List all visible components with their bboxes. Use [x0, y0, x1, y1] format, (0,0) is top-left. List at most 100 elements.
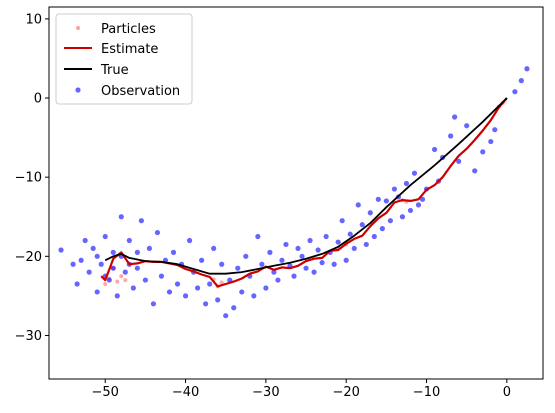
- legend-entry-observation: Observation: [75, 84, 180, 99]
- observation-point-81: [154, 229, 161, 236]
- observation-point-41: [315, 247, 321, 253]
- legend-entry-true: True: [64, 63, 129, 78]
- observation-point-60: [239, 289, 245, 295]
- observation-point-80: [158, 273, 165, 279]
- x-tick-label-2: −30: [252, 385, 279, 400]
- line-series-group: [100, 97, 508, 288]
- observation-point-64: [223, 313, 229, 319]
- observation-point-22: [391, 186, 397, 192]
- observation-point-53: [267, 249, 273, 255]
- observation-point-27: [371, 233, 377, 240]
- observation-point-0: [518, 78, 524, 84]
- x-tick-label-5: 0: [503, 385, 511, 400]
- observation-point-1: [524, 66, 530, 72]
- observation-point-82: [150, 301, 157, 307]
- particle-point-8: [219, 280, 224, 285]
- observation-point-6: [472, 168, 478, 174]
- observation-point-96: [94, 289, 100, 295]
- observation-point-34: [343, 257, 349, 263]
- legend-marker-particles: [76, 26, 80, 30]
- observation-point-42: [311, 269, 317, 275]
- observation-point-97: [90, 245, 96, 252]
- legend-entry-particles: Particles: [76, 22, 156, 37]
- observation-point-71: [195, 285, 201, 291]
- observation-point-92: [110, 249, 116, 255]
- observation-point-10: [448, 133, 454, 139]
- observation-point-50: [279, 257, 285, 263]
- particle-point-0: [115, 279, 120, 284]
- observation-point-107: [134, 249, 140, 255]
- observation-point-28: [367, 210, 373, 216]
- x-tick-label-0: −50: [92, 385, 119, 400]
- legend-box: [55, 13, 193, 105]
- observation-point-37: [331, 261, 337, 267]
- y-tick-label-0: −30: [15, 329, 42, 344]
- observation-point-98: [86, 269, 92, 275]
- observation-point-88: [126, 237, 132, 244]
- observation-point-87: [130, 285, 136, 291]
- y-axis: −30 −20 −10 0 10: [15, 12, 49, 344]
- observation-point-66: [215, 297, 221, 303]
- observation-point-85: [138, 218, 144, 224]
- observation-point-67: [211, 245, 217, 252]
- observation-point-32: [351, 245, 357, 252]
- observation-point-30: [359, 222, 365, 228]
- x-tick-label-4: −10: [413, 385, 440, 400]
- particle-point-2: [103, 282, 108, 287]
- observation-point-99: [82, 237, 88, 244]
- particle-point-4: [123, 278, 128, 283]
- observation-point-95: [98, 261, 104, 267]
- observation-point-20: [399, 214, 406, 220]
- observation-point-24: [383, 198, 389, 204]
- legend-marker-observation: [75, 87, 81, 93]
- observation-point-3: [492, 127, 498, 133]
- observation-point-26: [375, 196, 381, 202]
- observation-point-36: [335, 239, 341, 245]
- observation-point-52: [271, 269, 277, 275]
- observation-point-61: [235, 265, 241, 271]
- observation-point-16: [415, 202, 422, 208]
- observation-point-91: [114, 293, 120, 299]
- legend-label-observation: Observation: [101, 84, 180, 99]
- observation-point-33: [347, 231, 353, 237]
- observation-point-5: [480, 149, 486, 155]
- observation-point-7: [464, 123, 470, 129]
- observation-point-56: [255, 233, 261, 240]
- observation-point-44: [303, 265, 309, 271]
- observation-point-9: [452, 114, 458, 120]
- observation-point-19: [403, 180, 410, 187]
- observation-series: [58, 66, 530, 319]
- observation-point-15: [419, 196, 426, 202]
- observation-point-65: [219, 261, 225, 267]
- observation-point-23: [387, 218, 393, 224]
- observation-point-78: [166, 289, 173, 295]
- observation-point-101: [74, 281, 80, 287]
- observation-point-70: [199, 257, 205, 263]
- legend: Particles Estimate True Observation: [55, 13, 193, 105]
- observation-point-104: [110, 265, 116, 271]
- y-tick-label-4: 10: [25, 12, 42, 27]
- observation-point-84: [142, 277, 148, 283]
- observation-point-31: [355, 202, 361, 208]
- y-tick-label-3: 0: [34, 92, 42, 107]
- observation-point-45: [299, 253, 305, 259]
- observation-point-4: [488, 138, 494, 145]
- observation-point-39: [323, 233, 329, 240]
- observation-point-69: [203, 301, 209, 307]
- x-tick-label-3: −20: [332, 385, 359, 400]
- y-tick-label-2: −10: [15, 171, 42, 186]
- legend-label-estimate: Estimate: [101, 42, 158, 57]
- true-line: [104, 97, 508, 275]
- legend-label-true: True: [100, 63, 129, 78]
- y-tick-label-1: −20: [15, 250, 42, 265]
- observation-point-51: [275, 277, 281, 283]
- observation-point-18: [407, 207, 414, 214]
- observation-point-74: [182, 293, 189, 299]
- legend-label-particles: Particles: [101, 22, 156, 37]
- observation-point-94: [102, 233, 108, 240]
- observation-point-25: [379, 226, 385, 232]
- observation-point-47: [291, 273, 297, 279]
- observation-point-17: [411, 170, 418, 176]
- particle-point-3: [119, 274, 124, 279]
